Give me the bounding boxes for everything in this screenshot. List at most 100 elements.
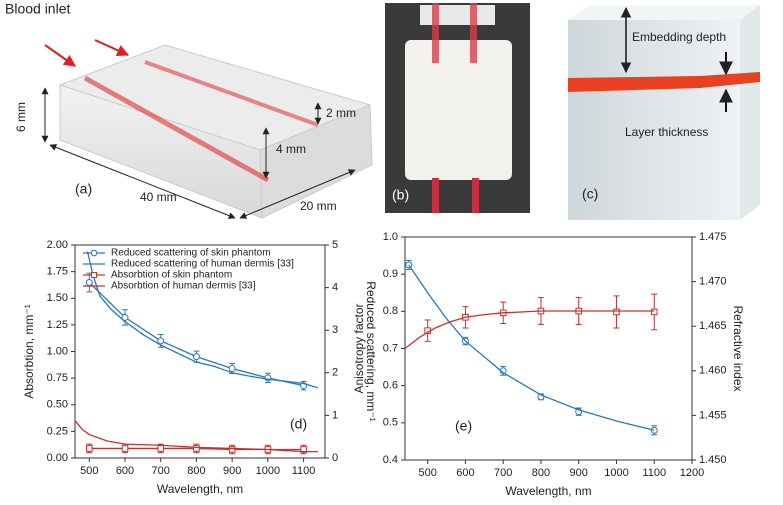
y2-tick-label: 3 <box>332 324 338 336</box>
y-tick-label: 1.50 <box>47 292 68 304</box>
y-tick-label: 1.25 <box>47 319 68 331</box>
label: 20 mm <box>300 199 337 213</box>
legend-label: Absorbtion of skin phantom <box>111 270 232 281</box>
panel-c: Embedding depth Layer thickness (c) <box>568 5 760 220</box>
label: Embedding depth <box>632 30 726 44</box>
y-tick-label: 0.75 <box>47 372 68 384</box>
y2-tick-label: 1.475 <box>699 231 727 243</box>
y-axis-title: Anisotropy factor <box>352 303 366 393</box>
series-line <box>404 310 655 350</box>
y-tick-label: 0.8 <box>383 305 398 317</box>
y-tick-label: 0.5 <box>383 417 398 429</box>
y2-axis-title: Refractive index <box>731 305 745 391</box>
marker <box>121 313 129 321</box>
x-axis-title: Wavelength, nm <box>505 484 591 498</box>
y-axis-title: Absorbtion, mm⁻¹ <box>22 304 36 398</box>
marker <box>121 445 129 452</box>
x-tick-label: 900 <box>570 467 588 479</box>
y-tick-label: 2.00 <box>47 239 68 251</box>
panel-a: Blood inlet 6 mm 2 mm 4 mm (a) 40 mm 20 … <box>5 1 373 219</box>
x-tick-label: 900 <box>223 465 241 477</box>
y-tick-label: 0.00 <box>47 452 68 464</box>
legend-label: Reduced scattering of skin phantom <box>111 248 271 259</box>
y2-tick-label: 1.465 <box>699 320 727 332</box>
label: (b) <box>392 187 409 203</box>
x-tick-label: 800 <box>532 467 550 479</box>
panel-label: (d) <box>290 416 307 432</box>
y2-axis-title: Reduced scattering, mm⁻¹ <box>364 281 378 421</box>
marker <box>85 445 93 452</box>
y2-tick-label: 1.460 <box>699 365 727 377</box>
dim-line <box>239 169 356 219</box>
marker <box>193 445 200 452</box>
label: 2 mm <box>326 106 356 120</box>
y2-tick-label: 4 <box>332 282 338 294</box>
label: 4 mm <box>276 142 306 156</box>
layer <box>568 72 760 92</box>
x-tick-label: 800 <box>187 465 205 477</box>
label: (c) <box>582 186 598 202</box>
legend-label: Reduced scattering of human dermis [33] <box>111 259 294 270</box>
y-tick-label: 0.7 <box>383 342 398 354</box>
y-tick-label: 1.75 <box>47 266 68 278</box>
holder <box>420 5 495 25</box>
dim-line <box>49 144 236 219</box>
marker <box>228 446 236 453</box>
y2-tick-label: 1 <box>332 409 338 421</box>
label: 40 mm <box>140 190 177 204</box>
panel-b: (b) <box>385 3 530 213</box>
marker <box>85 278 93 286</box>
legend-label: Absorbtion of human dermis [33] <box>111 281 256 292</box>
y2-tick-label: 1.450 <box>699 454 727 466</box>
marker <box>157 445 165 452</box>
marker <box>157 337 165 345</box>
marker <box>192 353 200 361</box>
x-tick-label: 700 <box>494 467 512 479</box>
series-line <box>86 251 319 389</box>
y-tick-label: 0.9 <box>383 268 398 280</box>
x-tick-label: 600 <box>116 465 134 477</box>
series-line <box>74 420 318 453</box>
x-tick-label: 600 <box>456 467 474 479</box>
y2-tick-label: 0 <box>332 452 338 464</box>
y2-tick-label: 1.455 <box>699 409 727 421</box>
channel <box>83 75 270 183</box>
series-line <box>408 264 655 431</box>
channel <box>144 60 319 127</box>
y-tick-label: 0.50 <box>47 399 68 411</box>
tube <box>432 3 439 63</box>
label: Layer thickness <box>625 125 708 139</box>
plot-frame <box>404 236 693 461</box>
phantom <box>405 40 512 180</box>
y-tick-label: 0.25 <box>47 425 68 437</box>
box-top <box>568 5 760 20</box>
marker <box>650 308 658 316</box>
legend-marker <box>91 272 97 278</box>
x-tick-label: 1100 <box>292 465 316 477</box>
marker <box>228 365 236 373</box>
series-line <box>88 282 304 387</box>
marker <box>613 308 620 316</box>
marker <box>300 446 307 453</box>
y-tick-label: 1.00 <box>47 345 68 357</box>
x-tick-label: 1100 <box>642 467 666 479</box>
y2-tick-label: 2 <box>332 367 338 379</box>
x-tick-label: 700 <box>152 465 170 477</box>
x-tick-label: 1200 <box>680 467 704 479</box>
y2-tick-label: 5 <box>332 239 338 251</box>
label: 6 mm <box>14 102 28 132</box>
arrow <box>94 39 130 56</box>
tube <box>432 178 439 213</box>
x-tick-label: 1000 <box>256 465 280 477</box>
x-axis-title: Wavelength, nm <box>157 482 243 496</box>
box-side <box>740 5 760 220</box>
x-tick-label: 1000 <box>604 467 628 479</box>
label: (a) <box>75 181 92 197</box>
arrow <box>44 44 76 67</box>
x-tick-label: 500 <box>418 467 436 479</box>
y2-tick-label: 1.470 <box>699 276 727 288</box>
x-tick-label: 500 <box>80 465 98 477</box>
y-tick-label: 0.4 <box>383 454 398 466</box>
label: Blood inlet <box>5 1 70 17</box>
